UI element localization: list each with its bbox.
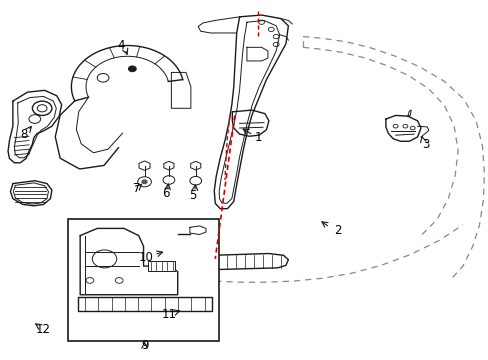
Text: 5: 5: [189, 189, 197, 202]
Text: 9: 9: [141, 339, 148, 352]
Text: 10: 10: [138, 251, 153, 264]
Circle shape: [142, 180, 147, 184]
Bar: [148, 261, 175, 271]
Text: 4: 4: [118, 39, 125, 52]
Text: 3: 3: [421, 138, 428, 150]
Text: 2: 2: [334, 224, 341, 238]
Text: 6: 6: [162, 187, 169, 200]
Circle shape: [128, 66, 136, 72]
Text: 7: 7: [132, 183, 140, 195]
Text: 1: 1: [254, 131, 262, 144]
Text: 12: 12: [36, 323, 51, 336]
Text: 11: 11: [161, 308, 176, 321]
Bar: [68, 220, 219, 341]
Text: 8: 8: [20, 127, 28, 141]
